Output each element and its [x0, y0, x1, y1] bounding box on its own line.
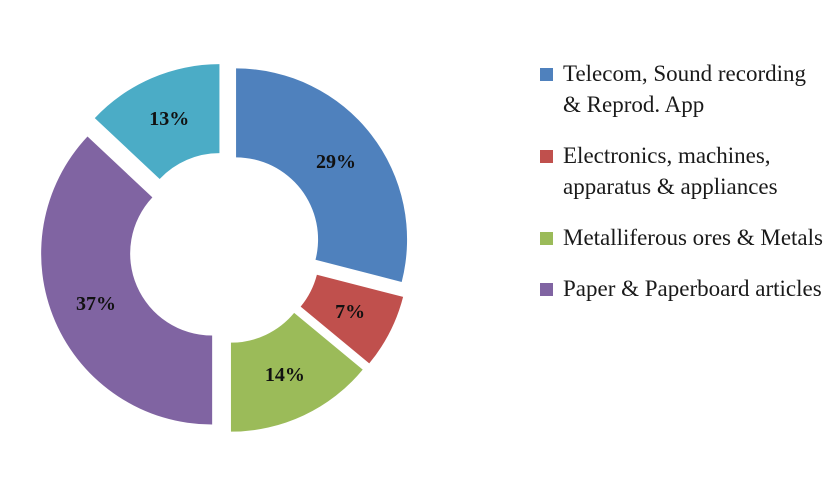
- legend-swatch-telecom: [540, 68, 553, 81]
- legend-label-paper: Paper & Paperboard articles: [563, 276, 822, 301]
- slice-metals: [230, 312, 363, 432]
- legend-label-electronics: Electronics, machines, apparatus & appli…: [563, 143, 778, 199]
- legend-item-electronics: Electronics, machines, apparatus & appli…: [540, 140, 825, 202]
- legend-label-telecom: Telecom, Sound recording & Reprod. App: [563, 61, 807, 117]
- slice-label-paper: 37%: [76, 293, 116, 315]
- donut-chart: 29% 7% 14% 37% 13%: [41, 64, 408, 432]
- slice-telecom: [236, 68, 408, 282]
- legend-item-metals: Metalliferous ores & Metals: [540, 222, 825, 253]
- slice-electronics: [300, 274, 404, 364]
- slice-paper: [41, 136, 213, 425]
- slice-label-other: 13%: [149, 108, 189, 130]
- legend: Telecom, Sound recording & Reprod. App E…: [540, 58, 825, 324]
- slice-label-electronics: 7%: [335, 301, 365, 323]
- slice-label-telecom: 29%: [316, 151, 356, 173]
- legend-swatch-metals: [540, 232, 553, 245]
- legend-label-metals: Metalliferous ores & Metals: [563, 225, 823, 250]
- legend-swatch-paper: [540, 283, 553, 296]
- slice-label-metals: 14%: [265, 364, 305, 386]
- legend-item-paper: Paper & Paperboard articles: [540, 273, 825, 304]
- legend-swatch-electronics: [540, 150, 553, 163]
- slice-other: [94, 64, 220, 180]
- legend-item-telecom: Telecom, Sound recording & Reprod. App: [540, 58, 825, 120]
